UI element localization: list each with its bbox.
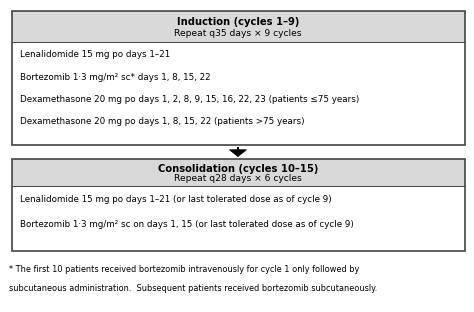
Bar xyxy=(12,11,465,145)
Text: Repeat q35 days × 9 cycles: Repeat q35 days × 9 cycles xyxy=(174,29,302,38)
Bar xyxy=(12,159,465,251)
Text: Lenalidomide 15 mg po days 1–21: Lenalidomide 15 mg po days 1–21 xyxy=(20,50,171,59)
Text: * The first 10 patients received bortezomib intravenously for cycle 1 only follo: * The first 10 patients received bortezo… xyxy=(9,266,359,274)
Text: Lenalidomide 15 mg po days 1–21 (or last tolerated dose as of cycle 9): Lenalidomide 15 mg po days 1–21 (or last… xyxy=(20,195,332,204)
Bar xyxy=(12,159,465,186)
Text: Dexamethasone 20 mg po days 1, 8, 15, 22 (patients >75 years): Dexamethasone 20 mg po days 1, 8, 15, 22… xyxy=(20,117,305,126)
Polygon shape xyxy=(229,150,246,157)
Text: Bortezomib 1·3 mg/m² sc* days 1, 8, 15, 22: Bortezomib 1·3 mg/m² sc* days 1, 8, 15, … xyxy=(20,72,211,81)
Bar xyxy=(12,159,465,251)
Text: Bortezomib 1·3 mg/m² sc on days 1, 15 (or last tolerated dose as of cycle 9): Bortezomib 1·3 mg/m² sc on days 1, 15 (o… xyxy=(20,220,354,229)
Text: Consolidation (cycles 10–15): Consolidation (cycles 10–15) xyxy=(158,164,319,174)
Text: Induction (cycles 1–9): Induction (cycles 1–9) xyxy=(177,17,300,27)
Bar xyxy=(12,11,465,145)
Text: subcutaneous administration.  Subsequent patients received bortezomib subcutaneo: subcutaneous administration. Subsequent … xyxy=(9,284,377,293)
Text: Repeat q28 days × 6 cycles: Repeat q28 days × 6 cycles xyxy=(174,174,302,183)
Bar xyxy=(12,11,465,42)
Text: Dexamethasone 20 mg po days 1, 2, 8, 9, 15, 16, 22, 23 (patients ≤75 years): Dexamethasone 20 mg po days 1, 2, 8, 9, … xyxy=(20,95,360,104)
